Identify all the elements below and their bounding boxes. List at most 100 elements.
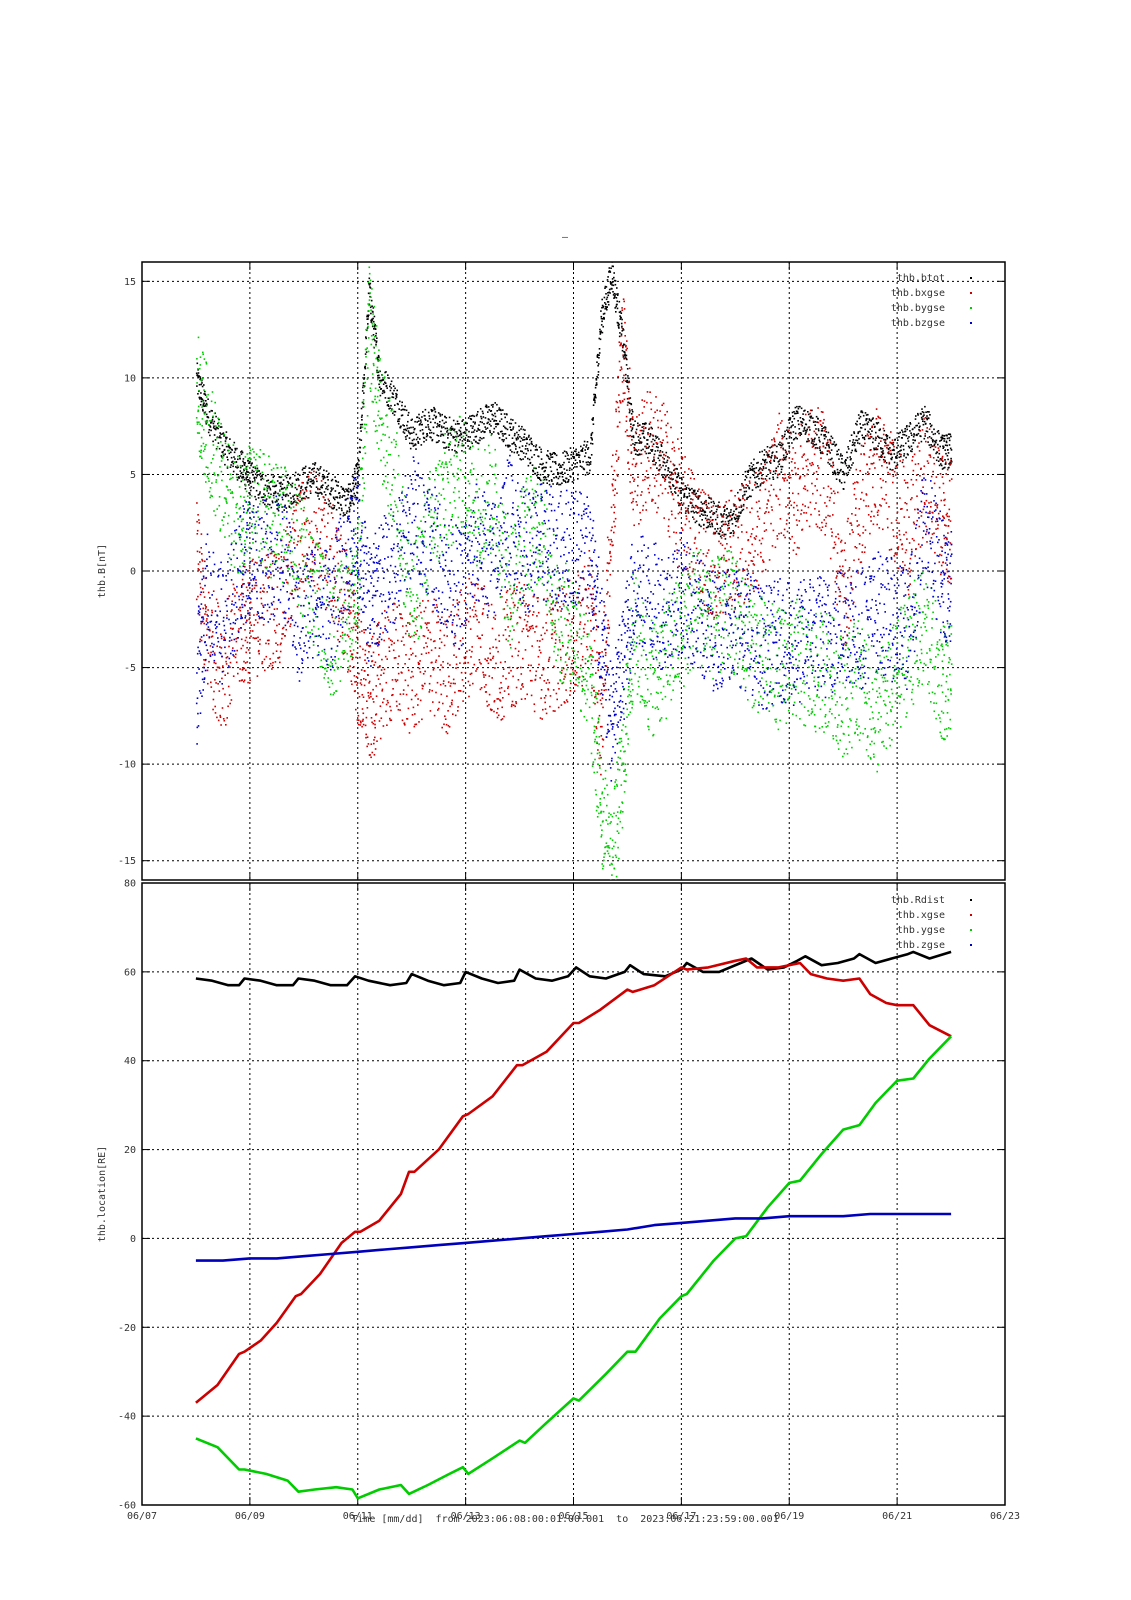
data-point xyxy=(499,661,502,664)
data-point xyxy=(735,565,738,567)
data-point xyxy=(290,503,293,505)
data-point xyxy=(738,595,740,598)
data-point xyxy=(383,698,385,700)
data-point xyxy=(471,646,473,648)
data-point xyxy=(200,383,202,386)
data-point xyxy=(290,500,293,503)
data-point xyxy=(911,448,913,450)
data-point xyxy=(601,304,604,307)
data-point xyxy=(545,682,548,684)
data-point xyxy=(676,552,679,554)
data-point xyxy=(847,448,850,450)
data-point xyxy=(311,576,313,578)
data-point xyxy=(371,721,373,724)
data-point xyxy=(773,460,776,462)
data-point xyxy=(251,560,253,562)
data-point xyxy=(563,468,566,470)
data-point xyxy=(944,459,946,461)
data-point xyxy=(199,561,201,563)
data-point xyxy=(697,496,700,498)
data-point xyxy=(613,494,616,497)
data-point xyxy=(623,374,625,377)
data-point xyxy=(421,423,423,426)
data-point xyxy=(772,451,774,454)
data-point xyxy=(264,559,266,561)
data-point xyxy=(289,477,291,480)
data-point xyxy=(765,511,767,513)
data-point xyxy=(487,604,490,607)
data-point xyxy=(768,490,770,493)
data-point xyxy=(888,436,891,439)
data-point xyxy=(304,523,306,525)
data-point xyxy=(768,477,771,480)
data-point xyxy=(806,428,808,431)
data-point xyxy=(409,447,412,450)
data-point xyxy=(534,449,537,451)
data-point xyxy=(551,619,553,622)
data-point xyxy=(609,292,611,294)
data-point xyxy=(684,523,687,526)
data-point xyxy=(660,466,663,469)
data-point xyxy=(945,452,947,455)
data-point xyxy=(664,468,666,471)
data-point xyxy=(564,472,566,474)
data-point xyxy=(548,480,551,482)
data-point xyxy=(827,441,829,444)
data-point xyxy=(481,410,484,413)
data-point xyxy=(353,666,355,668)
data-point xyxy=(350,612,352,614)
data-point xyxy=(239,466,242,469)
data-point xyxy=(655,462,657,464)
data-point xyxy=(618,421,621,424)
data-point xyxy=(580,643,583,645)
data-point xyxy=(593,613,596,616)
data-point xyxy=(290,497,292,499)
data-point xyxy=(206,613,208,616)
data-point xyxy=(210,421,213,424)
data-point xyxy=(364,649,367,652)
data-point xyxy=(445,421,447,423)
data-point xyxy=(631,463,634,466)
data-point xyxy=(654,439,656,442)
data-point xyxy=(408,732,411,734)
data-point xyxy=(342,653,345,655)
data-point xyxy=(696,512,698,514)
data-point xyxy=(755,467,758,469)
data-point xyxy=(520,688,522,690)
data-point xyxy=(625,364,628,366)
data-point xyxy=(689,578,691,580)
data-point xyxy=(722,516,725,518)
data-point xyxy=(546,629,548,632)
data-point xyxy=(300,487,302,490)
data-point xyxy=(852,443,855,446)
data-point xyxy=(790,425,793,427)
data-point xyxy=(594,703,596,705)
data-point xyxy=(612,281,614,283)
data-point xyxy=(251,630,254,632)
data-point xyxy=(536,597,538,599)
data-point xyxy=(434,647,437,649)
data-point xyxy=(622,400,624,403)
data-point xyxy=(678,565,680,567)
data-point xyxy=(566,664,568,666)
data-point xyxy=(212,440,214,443)
data-point xyxy=(591,437,593,440)
data-point xyxy=(249,601,252,604)
data-point xyxy=(777,498,780,500)
data-point xyxy=(707,611,709,613)
data-point xyxy=(262,604,264,607)
data-point xyxy=(279,661,281,664)
data-point xyxy=(511,700,514,703)
data-point xyxy=(356,491,358,494)
data-point xyxy=(328,573,331,575)
data-point xyxy=(604,287,606,289)
data-point xyxy=(760,556,762,558)
data-point xyxy=(256,621,259,624)
data-point xyxy=(342,494,344,497)
data-point xyxy=(811,440,813,442)
data-point xyxy=(355,676,358,678)
data-point xyxy=(541,718,543,720)
data-point xyxy=(254,473,257,475)
data-point xyxy=(636,454,639,456)
data-point xyxy=(504,661,506,663)
